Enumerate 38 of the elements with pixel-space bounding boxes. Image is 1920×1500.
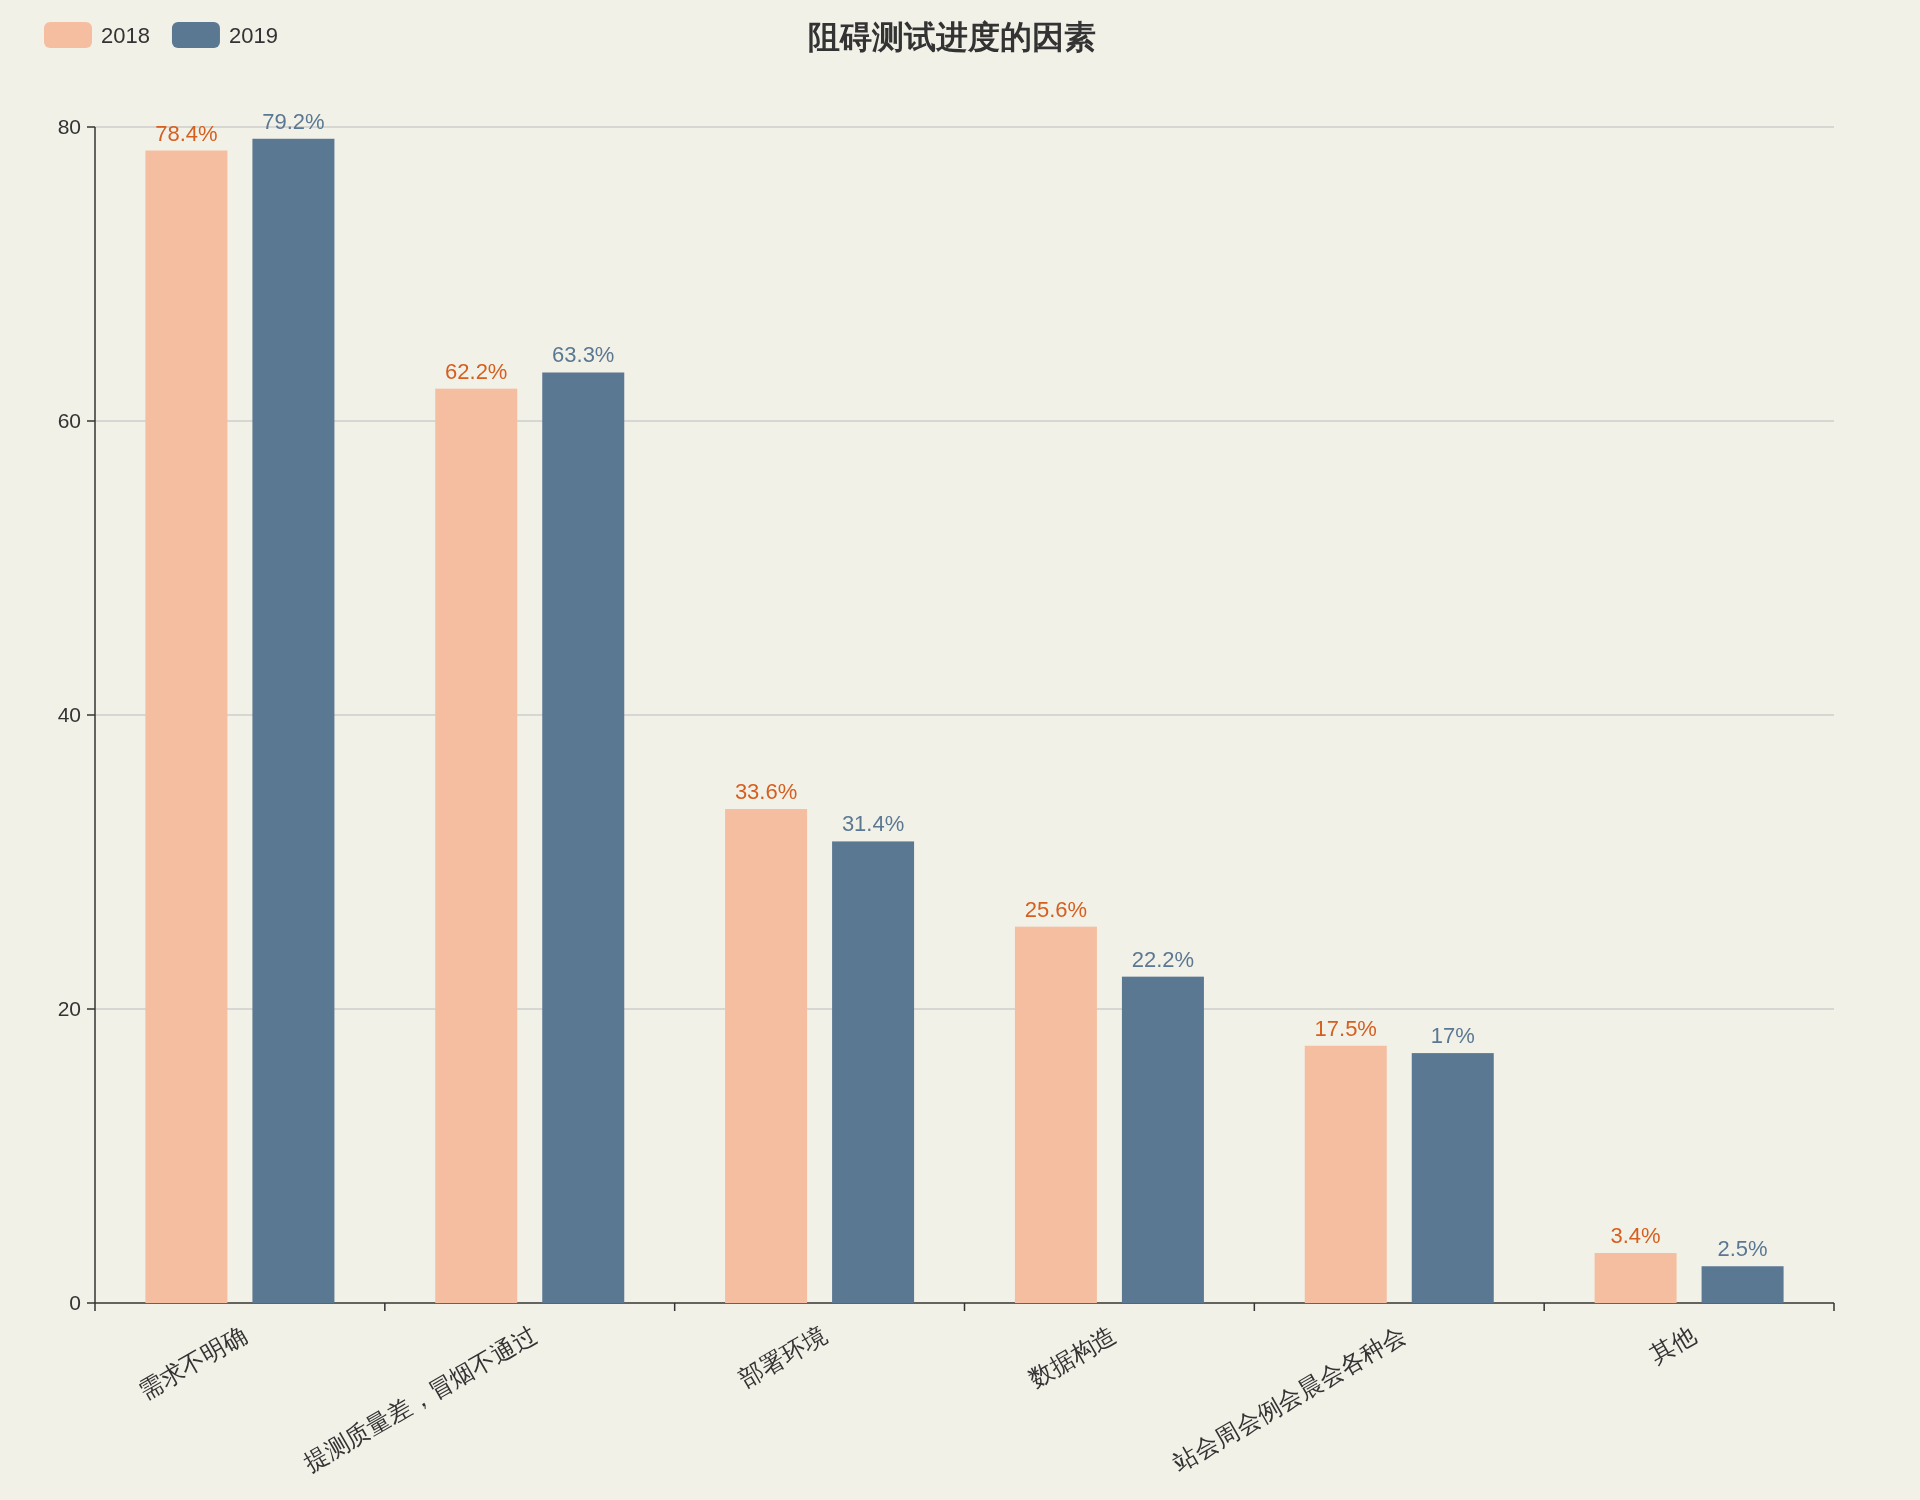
bar (725, 809, 808, 1303)
data-label: 3.4% (1610, 1223, 1661, 1249)
bar (435, 388, 518, 1303)
chart-title: 阻碍测试进度的因素 (808, 19, 1096, 55)
legend-label: 2019 (228, 23, 278, 48)
y-tick-label: 20 (57, 997, 81, 1020)
data-label: 33.6% (734, 779, 798, 805)
bar (1014, 926, 1097, 1303)
data-label: 25.6% (1024, 896, 1088, 922)
bar (1411, 1053, 1494, 1303)
bar (1304, 1045, 1387, 1303)
bar (1594, 1253, 1677, 1303)
bar (832, 841, 915, 1303)
y-tick-label: 80 (57, 115, 81, 138)
y-tick-label: 0 (69, 1291, 81, 1314)
bar (542, 372, 625, 1303)
data-label: 62.2% (445, 358, 508, 384)
bar (1701, 1266, 1784, 1303)
x-tick-label: 其他 (1645, 1321, 1701, 1369)
x-tick-label: 需求不明确 (133, 1321, 252, 1405)
data-label: 2.5% (1717, 1236, 1768, 1262)
bar (252, 138, 335, 1303)
x-tick-label: 部署环境 (734, 1321, 831, 1393)
data-label: 79.2% (262, 108, 325, 134)
data-label: 17% (1430, 1023, 1475, 1049)
data-label: 22.2% (1131, 946, 1195, 972)
x-tick-label: 站会周会例会晨会各种会 (1168, 1321, 1411, 1477)
data-label: 63.3% (552, 342, 615, 368)
data-label: 78.4% (155, 120, 218, 146)
y-tick-label: 60 (57, 409, 81, 432)
legend-label: 2018 (101, 23, 150, 48)
y-tick-label: 40 (57, 703, 81, 726)
bar (1121, 976, 1204, 1303)
bar (145, 150, 228, 1303)
data-label: 31.4% (841, 811, 905, 837)
x-tick-label: 提测质量差，冒烟不通过 (298, 1321, 542, 1477)
data-label: 17.5% (1314, 1015, 1377, 1041)
x-tick-label: 数据构造 (1024, 1321, 1121, 1393)
